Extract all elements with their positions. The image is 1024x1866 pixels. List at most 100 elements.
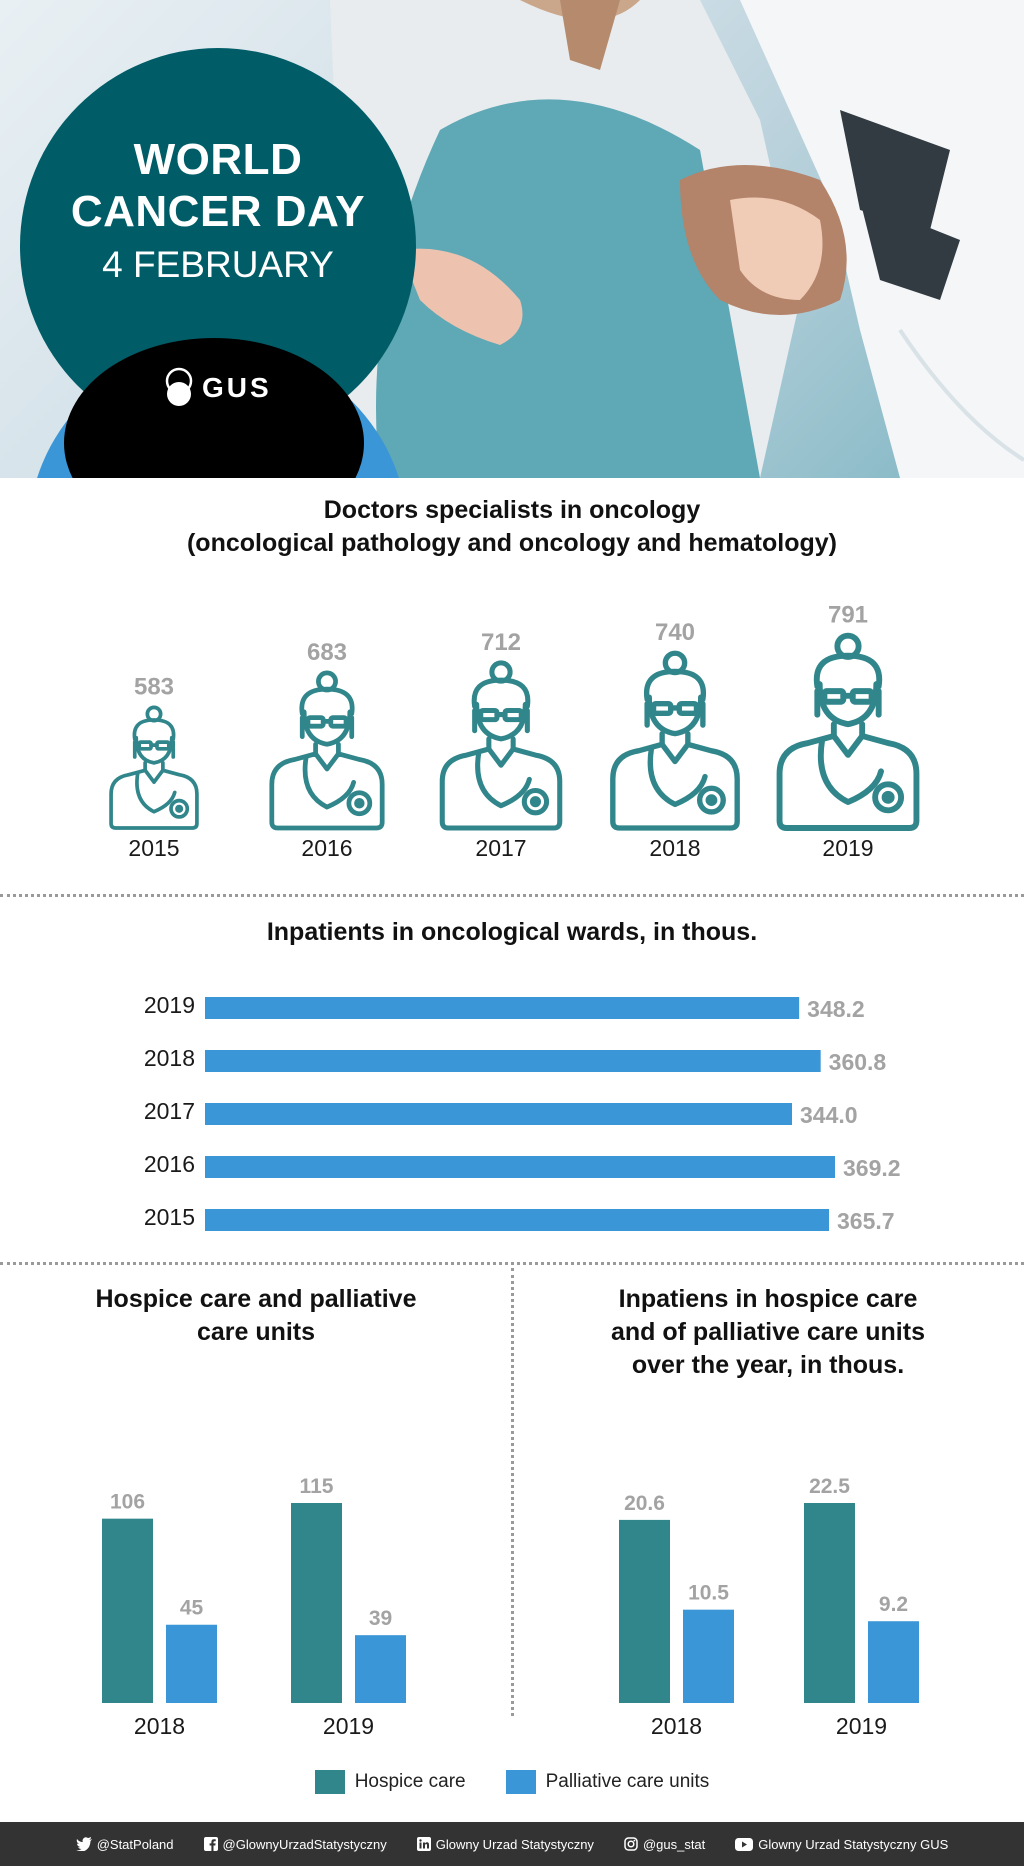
inpatients-hospice-title-line3: over the year, in thous. <box>631 1351 905 1379</box>
linkedin-icon <box>416 1837 431 1851</box>
inpatients-hospice-bar <box>868 1621 919 1703</box>
inpatients-hospice-year-label: 2019 <box>836 1713 887 1739</box>
inpatients-hospice-year-label: 2018 <box>651 1713 702 1739</box>
legend-label-palliative: Palliative care units <box>545 1771 710 1792</box>
inpatients-value-label: 348.2 <box>807 996 865 1022</box>
inpatients-bar <box>205 1209 830 1231</box>
hospice-units-value-label: 39 <box>369 1607 392 1630</box>
social-facebook[interactable]: @GlownyUrzadStatystyczny <box>203 1836 387 1852</box>
legend-item-palliative: Palliative care units <box>505 1770 710 1794</box>
gus-logo-text: GUS <box>202 372 272 403</box>
youtube-icon <box>735 1837 754 1851</box>
legend-swatch-hospice <box>314 1770 345 1794</box>
doctors-title-line1: Doctors specialists in oncology <box>323 496 701 524</box>
doctor-value-label: 791 <box>828 601 868 628</box>
inpatients-bar <box>205 1050 821 1072</box>
hospice-units-bar <box>102 1518 153 1703</box>
hero-photo-illustration <box>330 0 1024 478</box>
doctor-value-label: 712 <box>481 629 521 656</box>
instagram-handle: @gus_stat <box>642 1836 706 1852</box>
facebook-handle: @GlownyUrzadStatystyczny <box>222 1836 387 1852</box>
legend-label-hospice: Hospice care <box>354 1771 466 1792</box>
inpatients-hospice-bar <box>804 1503 855 1703</box>
title-world: WORLD <box>133 135 303 184</box>
hospice-title-line1: Hospice care and palliative <box>95 1285 417 1313</box>
doctors-pictogram-chart: 583 2015 683 2016 712 2017 740 2018 791 2019 <box>109 601 1024 861</box>
inpatients-value-label: 360.8 <box>829 1049 887 1075</box>
instagram-icon <box>624 1837 638 1851</box>
inpatients-section-title: Inpatients in oncological wards, in thou… <box>266 918 758 946</box>
hospice-units-value-label: 45 <box>180 1597 204 1620</box>
section-divider-1 <box>0 894 1024 897</box>
title-circle: WORLD CANCER DAY 4 FEBRUARY <box>20 48 416 444</box>
doctor-year-label: 2019 <box>822 835 873 861</box>
hospice-section-title: Hospice care and palliative care units <box>0 1283 512 1349</box>
doctor-year-label: 2018 <box>649 835 700 861</box>
doctor-icon <box>780 636 917 828</box>
section-divider-vertical <box>511 1268 514 1716</box>
legend-item-hospice: Hospice care <box>314 1770 466 1794</box>
section-divider-2 <box>0 1262 1024 1265</box>
inpatients-year-label: 2016 <box>144 1151 195 1177</box>
inpatients-hospice-bar <box>619 1519 670 1703</box>
inpatients-year-label: 2015 <box>144 1204 195 1230</box>
doctors-title-line2: (oncological pathology and oncology and … <box>186 529 837 557</box>
social-twitter[interactable]: @StatPoland <box>75 1836 174 1852</box>
hospice-units-value-label: 106 <box>110 1491 145 1514</box>
title-block: WORLD CANCER DAY 4 FEBRUARY <box>20 134 416 290</box>
inpatients-bar-chart: 2019 348.2 2018 360.8 2017 344.0 2016 369.2 2015… <box>144 992 901 1234</box>
title-cancer-day: CANCER DAY <box>70 187 366 236</box>
doctor-value-label: 583 <box>134 674 174 701</box>
twitter-handle: @StatPoland <box>96 1836 174 1852</box>
doctor-value-label: 740 <box>655 619 695 646</box>
inpatients-bar <box>205 1103 792 1125</box>
doctor-icon <box>272 673 382 828</box>
chart-legend: Hospice care Palliative care units <box>0 1770 1024 1794</box>
hospice-units-bar <box>291 1503 342 1703</box>
inpatients-hospice-bar-chart: 20.6 10.5 2018 22.5 9.2 2019 <box>619 1475 919 1739</box>
hospice-units-year-label: 2019 <box>323 1713 374 1739</box>
doctor-year-label: 2015 <box>128 835 179 861</box>
hospice-units-bar <box>166 1624 217 1703</box>
hospice-units-year-label: 2018 <box>134 1713 185 1739</box>
inpatients-hospice-value-label: 20.6 <box>624 1492 665 1515</box>
hero-banner: WORLD CANCER DAY 4 FEBRUARY GUS <box>0 0 1024 478</box>
legend-swatch-palliative <box>505 1770 536 1794</box>
gus-logo-icon <box>165 367 193 406</box>
inpatients-hospice-value-label: 10.5 <box>688 1582 729 1605</box>
inpatients-hospice-section-title: Inpatiens in hospice care and of palliat… <box>512 1283 1024 1382</box>
doctor-icon <box>442 663 559 828</box>
title-date: 4 FEBRUARY <box>102 244 334 285</box>
hospice-units-bar <box>355 1635 406 1703</box>
social-linkedin[interactable]: Glowny Urzad Statystyczny <box>416 1836 594 1852</box>
hospice-units-bar-chart: 106 45 2018 115 39 2019 <box>102 1475 406 1739</box>
inpatients-year-label: 2017 <box>144 1098 195 1124</box>
social-youtube[interactable]: Glowny Urzad Statystyczny GUS <box>735 1837 948 1852</box>
inpatients-bar <box>205 997 800 1019</box>
doctor-value-label: 683 <box>307 639 347 666</box>
inpatients-hospice-bar <box>683 1609 734 1703</box>
footer-social-bar: @StatPoland @GlownyUrzadStatystyczny Glo… <box>0 1822 1024 1866</box>
inpatients-value-label: 344.0 <box>800 1102 858 1128</box>
linkedin-name: Glowny Urzad Statystyczny <box>435 1836 594 1852</box>
twitter-icon <box>75 1837 92 1851</box>
inpatients-hospice-value-label: 22.5 <box>809 1475 850 1498</box>
inpatients-hospice-value-label: 9.2 <box>879 1593 908 1616</box>
doctor-icon <box>109 705 199 830</box>
gus-logo: GUS <box>164 366 272 410</box>
hospice-title-line2: care units <box>196 1318 316 1346</box>
social-instagram[interactable]: @gus_stat <box>624 1837 705 1852</box>
inpatients-bar <box>205 1156 835 1178</box>
youtube-channel: Glowny Urzad Statystyczny GUS <box>758 1836 949 1852</box>
doctor-year-label: 2017 <box>475 835 526 861</box>
inpatients-year-label: 2018 <box>144 1045 195 1071</box>
inpatients-value-label: 369.2 <box>843 1155 901 1181</box>
inpatients-hospice-title-line2: and of palliative care units <box>611 1318 925 1346</box>
doctor-icon <box>613 653 737 828</box>
inpatients-value-label: 365.7 <box>837 1208 895 1234</box>
doctor-year-label: 2016 <box>301 835 352 861</box>
hospice-units-value-label: 115 <box>300 1475 334 1498</box>
doctors-section-title: Doctors specialists in oncology (oncolog… <box>0 494 1024 560</box>
facebook-icon <box>203 1837 218 1851</box>
inpatients-hospice-title-line1: Inpatiens in hospice care <box>618 1285 918 1313</box>
